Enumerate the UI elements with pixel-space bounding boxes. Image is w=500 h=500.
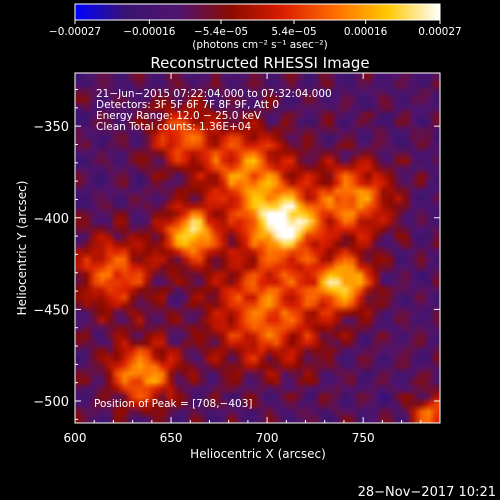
colorbar-tick-label: 0.00016 — [344, 26, 388, 38]
y-tick-label: −350 — [33, 120, 69, 135]
x-axis-label: Heliocentric X (arcsec) — [190, 447, 326, 461]
colorbar-tick-label: 5.4e−05 — [271, 26, 316, 38]
colorbar-tick-label: −0.00016 — [123, 26, 176, 38]
x-tick-label: 700 — [256, 431, 279, 445]
annotation-energy-range: Energy Range: 12.0 − 25.0 keV — [96, 110, 262, 122]
colorbar-units-label: (photons cm⁻² s⁻¹ asec⁻²) — [192, 39, 327, 51]
colorbar-gradient — [74, 3, 441, 21]
peak-position-label: Position of Peak = [708,−403] — [94, 398, 253, 410]
colorbar: −0.00027 −0.00016 −5.4e−05 5.4e−05 0.00016 0.… — [49, 3, 462, 51]
annotation-detectors: Detectors: 3F 5F 6F 7F 8F 9F, Att 0 — [96, 99, 279, 111]
colorbar-tick-label: −5.4e−05 — [194, 26, 248, 38]
colorbar-ticks: −0.00027 −0.00016 −5.4e−05 5.4e−05 0.00016 0.… — [49, 20, 462, 38]
x-axis-ticks: 600 650 700 750 — [64, 73, 422, 445]
annotation-total-counts: Clean Total counts: 1.36E+04 — [96, 121, 251, 133]
heatmap-image — [75, 73, 440, 423]
annotation-block: 21−Jun−2015 07:22:04.000 to 07:32:04.000… — [96, 88, 332, 133]
y-tick-label: −450 — [33, 303, 69, 318]
plot-frame — [74, 72, 441, 424]
footer-timestamp: 28−Nov−2017 10:21 — [358, 485, 496, 500]
x-tick-label: 650 — [160, 431, 183, 445]
chart-title: Reconstructed RHESSI Image — [150, 54, 369, 72]
x-tick-label: 750 — [352, 431, 375, 445]
annotation-time-range: 21−Jun−2015 07:22:04.000 to 07:32:04.000 — [96, 88, 332, 100]
y-tick-label: −500 — [33, 395, 69, 410]
y-axis-ticks: −350 −400 −450 −500 — [33, 88, 440, 420]
x-tick-label: 600 — [64, 431, 87, 445]
y-tick-label: −400 — [33, 212, 69, 227]
colorbar-tick-label: 0.00027 — [418, 26, 461, 38]
colorbar-tick-label: −0.00027 — [49, 26, 101, 38]
y-axis-label: Heliocentric Y (arcsec) — [15, 181, 29, 316]
